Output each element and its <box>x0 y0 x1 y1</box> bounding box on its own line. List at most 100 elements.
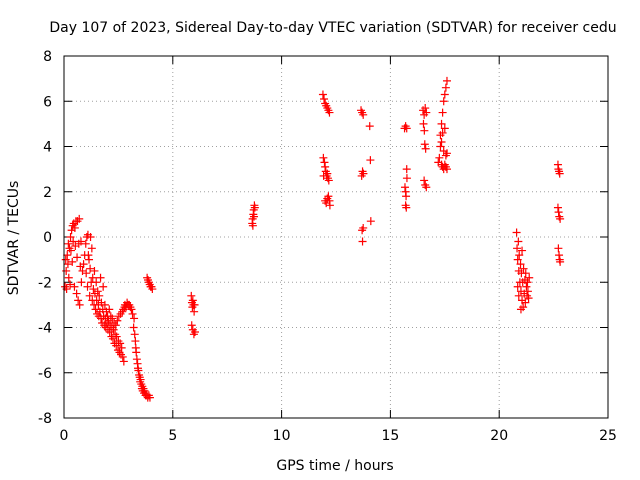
data-point-marker <box>422 108 431 117</box>
data-point-marker <box>442 165 451 174</box>
data-point-marker <box>63 251 72 260</box>
data-point-marker <box>358 237 367 246</box>
data-point-marker <box>134 366 143 375</box>
data-point-marker <box>145 393 154 402</box>
data-point-marker <box>108 314 117 323</box>
data-point-marker <box>556 257 565 266</box>
data-point-marker <box>187 291 196 300</box>
data-point-marker <box>421 104 430 113</box>
data-point-marker <box>130 330 139 339</box>
data-point-marker <box>68 257 77 266</box>
data-point-marker <box>76 237 85 246</box>
data-point-marker <box>422 183 431 192</box>
data-point-marker <box>402 174 411 183</box>
data-point-marker <box>516 260 525 269</box>
data-point-marker <box>90 266 99 275</box>
data-point-marker <box>92 296 101 305</box>
data-point-marker <box>420 140 429 149</box>
data-point-marker <box>73 253 82 262</box>
x-tick-label: 0 <box>60 428 69 444</box>
data-point-marker <box>525 273 534 282</box>
data-point-marker <box>95 291 104 300</box>
data-point-marker <box>514 291 523 300</box>
data-point-marker <box>63 260 72 269</box>
y-tick-label: -4 <box>38 321 52 337</box>
data-point-marker <box>366 217 375 226</box>
data-point-marker <box>83 282 92 291</box>
data-point-marker <box>116 339 125 348</box>
data-point-marker <box>190 307 199 316</box>
data-point-marker <box>522 282 531 291</box>
data-point-marker <box>117 343 126 352</box>
data-point-marker <box>325 108 334 117</box>
data-point-marker <box>81 239 90 248</box>
data-point-marker <box>402 165 411 174</box>
data-point-marker <box>359 223 368 232</box>
data-point-marker <box>523 287 532 296</box>
data-point-marker <box>440 90 449 99</box>
data-point-marker <box>249 212 258 221</box>
x-tick-label: 20 <box>490 428 508 444</box>
data-point-marker <box>109 325 118 334</box>
x-tick-label: 15 <box>381 428 399 444</box>
data-point-marker <box>359 169 368 178</box>
data-point-marker <box>319 153 328 162</box>
data-point-marker <box>515 251 524 260</box>
grid-lines <box>64 56 608 418</box>
data-points <box>61 76 565 402</box>
data-point-marker <box>96 273 105 282</box>
data-point-marker <box>402 203 411 212</box>
data-point-marker <box>442 149 451 158</box>
data-point-marker <box>140 386 149 395</box>
data-point-marker <box>359 110 368 119</box>
data-point-marker <box>105 305 114 314</box>
y-tick-label: 6 <box>43 94 52 110</box>
data-point-marker <box>519 264 528 273</box>
data-point-marker <box>366 156 375 165</box>
data-point-marker <box>524 294 533 303</box>
data-point-marker <box>118 352 127 361</box>
data-point-marker <box>85 291 94 300</box>
data-point-marker <box>436 142 445 151</box>
data-point-marker <box>86 233 95 241</box>
data-point-marker <box>419 119 428 128</box>
x-tick-label: 5 <box>168 428 177 444</box>
y-tick-label: -2 <box>38 275 52 291</box>
data-point-marker <box>420 176 429 185</box>
data-point-marker <box>91 305 100 314</box>
data-point-marker <box>82 269 91 278</box>
data-point-marker <box>128 309 137 318</box>
data-point-marker <box>516 305 525 314</box>
data-point-marker <box>86 264 95 273</box>
data-point-marker <box>324 192 333 201</box>
y-tick-label: -6 <box>38 366 52 382</box>
data-point-marker <box>248 221 257 230</box>
data-point-marker <box>112 332 121 341</box>
data-point-marker <box>555 169 564 178</box>
x-tick-label: 10 <box>273 428 291 444</box>
data-point-marker <box>523 278 532 287</box>
data-point-marker <box>129 323 138 332</box>
y-tick-label: 8 <box>43 49 52 65</box>
data-point-marker <box>88 273 97 282</box>
data-point-marker <box>437 137 446 146</box>
data-point-marker <box>437 119 446 128</box>
data-point-marker <box>521 298 530 307</box>
data-point-marker <box>320 94 329 103</box>
data-point-marker <box>188 296 197 305</box>
data-point-marker <box>70 282 79 291</box>
data-point-marker <box>132 348 141 357</box>
y-tick-label: 2 <box>43 185 52 201</box>
chart-title: Day 107 of 2023, Sidereal Day-to-day VTE… <box>49 20 616 36</box>
data-point-marker <box>119 357 128 366</box>
data-point-marker <box>111 321 120 330</box>
data-point-marker <box>84 251 93 260</box>
data-point-marker <box>402 192 411 201</box>
data-point-marker <box>439 97 448 106</box>
data-point-marker <box>92 278 101 287</box>
data-point-marker <box>420 126 429 135</box>
data-point-marker <box>100 300 109 309</box>
data-point-marker <box>127 305 136 314</box>
y-tick-label: 4 <box>43 140 52 156</box>
